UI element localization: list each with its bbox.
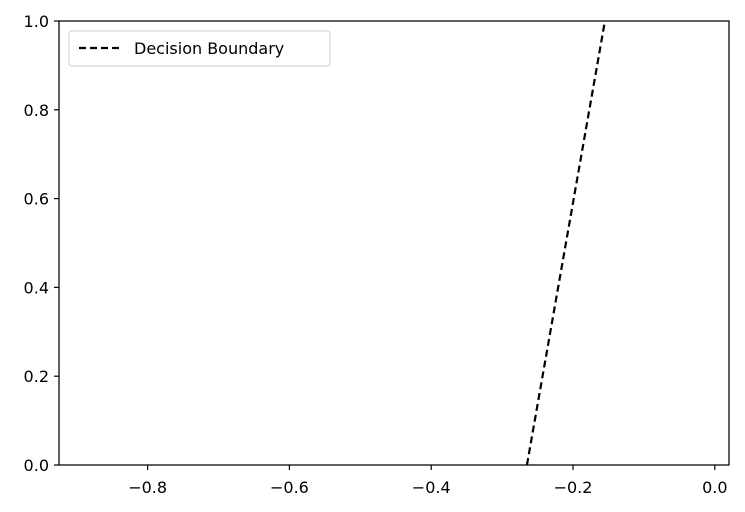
decision-boundary-line [525,20,607,466]
x-tick-label: −0.8 [128,478,167,497]
legend: Decision Boundary [68,30,331,67]
y-tick-label: 0.4 [24,278,49,297]
series-layer [525,20,607,466]
x-tick-label: −0.2 [554,478,593,497]
legend-label: Decision Boundary [134,39,284,58]
plot-area [59,21,729,465]
y-tick-label: 0.0 [24,456,49,475]
y-axis: 0.0 0.2 0.4 0.6 0.8 1.0 [24,12,59,475]
y-tick-label: 1.0 [24,12,49,31]
x-tick-label: 0.0 [702,478,727,497]
y-tick-label: 0.2 [24,367,49,386]
plot-frame [58,20,730,466]
y-tick-label: 0.8 [24,101,49,120]
x-tick-label: −0.6 [270,478,309,497]
x-tick-label: −0.4 [412,478,451,497]
y-tick-label: 0.6 [24,190,49,209]
x-axis: −0.8 −0.6 −0.4 −0.2 0.0 [128,465,728,497]
legend-frame [68,30,331,67]
